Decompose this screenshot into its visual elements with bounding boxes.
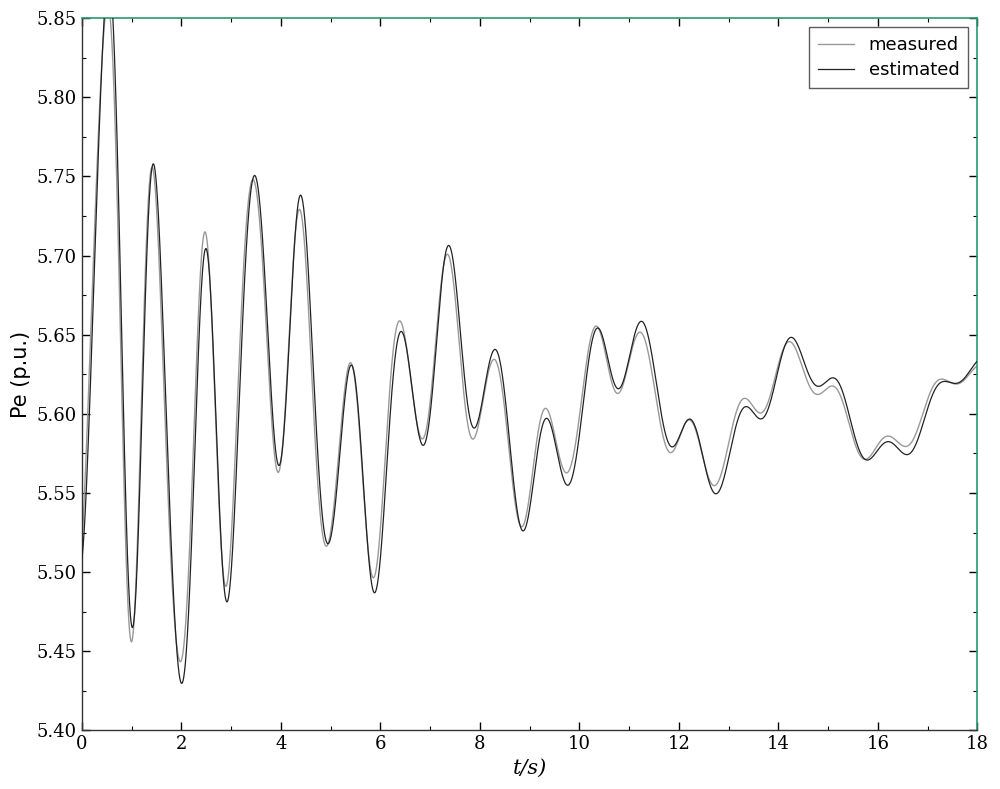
Line: measured: measured [82,5,977,662]
estimated [118,415,130,424]
measured [174,657,186,667]
measured [118,466,130,476]
Legend: measured, estimated: measured, estimated [809,27,968,88]
estimated [678,421,690,430]
measured [971,361,983,371]
estimated [661,435,673,444]
measured [171,646,183,656]
measured [887,433,899,443]
X-axis label: t/s): t/s) [512,759,547,778]
estimated [149,166,161,176]
estimated [971,357,983,366]
measured [102,0,114,9]
measured [149,183,161,193]
estimated [887,439,899,449]
measured [76,538,88,548]
estimated [76,555,88,565]
Y-axis label: Pe (p.u.): Pe (p.u.) [11,331,31,418]
measured [661,444,673,454]
Line: estimated: estimated [82,0,977,683]
estimated [171,653,183,663]
estimated [176,679,188,688]
measured [678,421,690,430]
